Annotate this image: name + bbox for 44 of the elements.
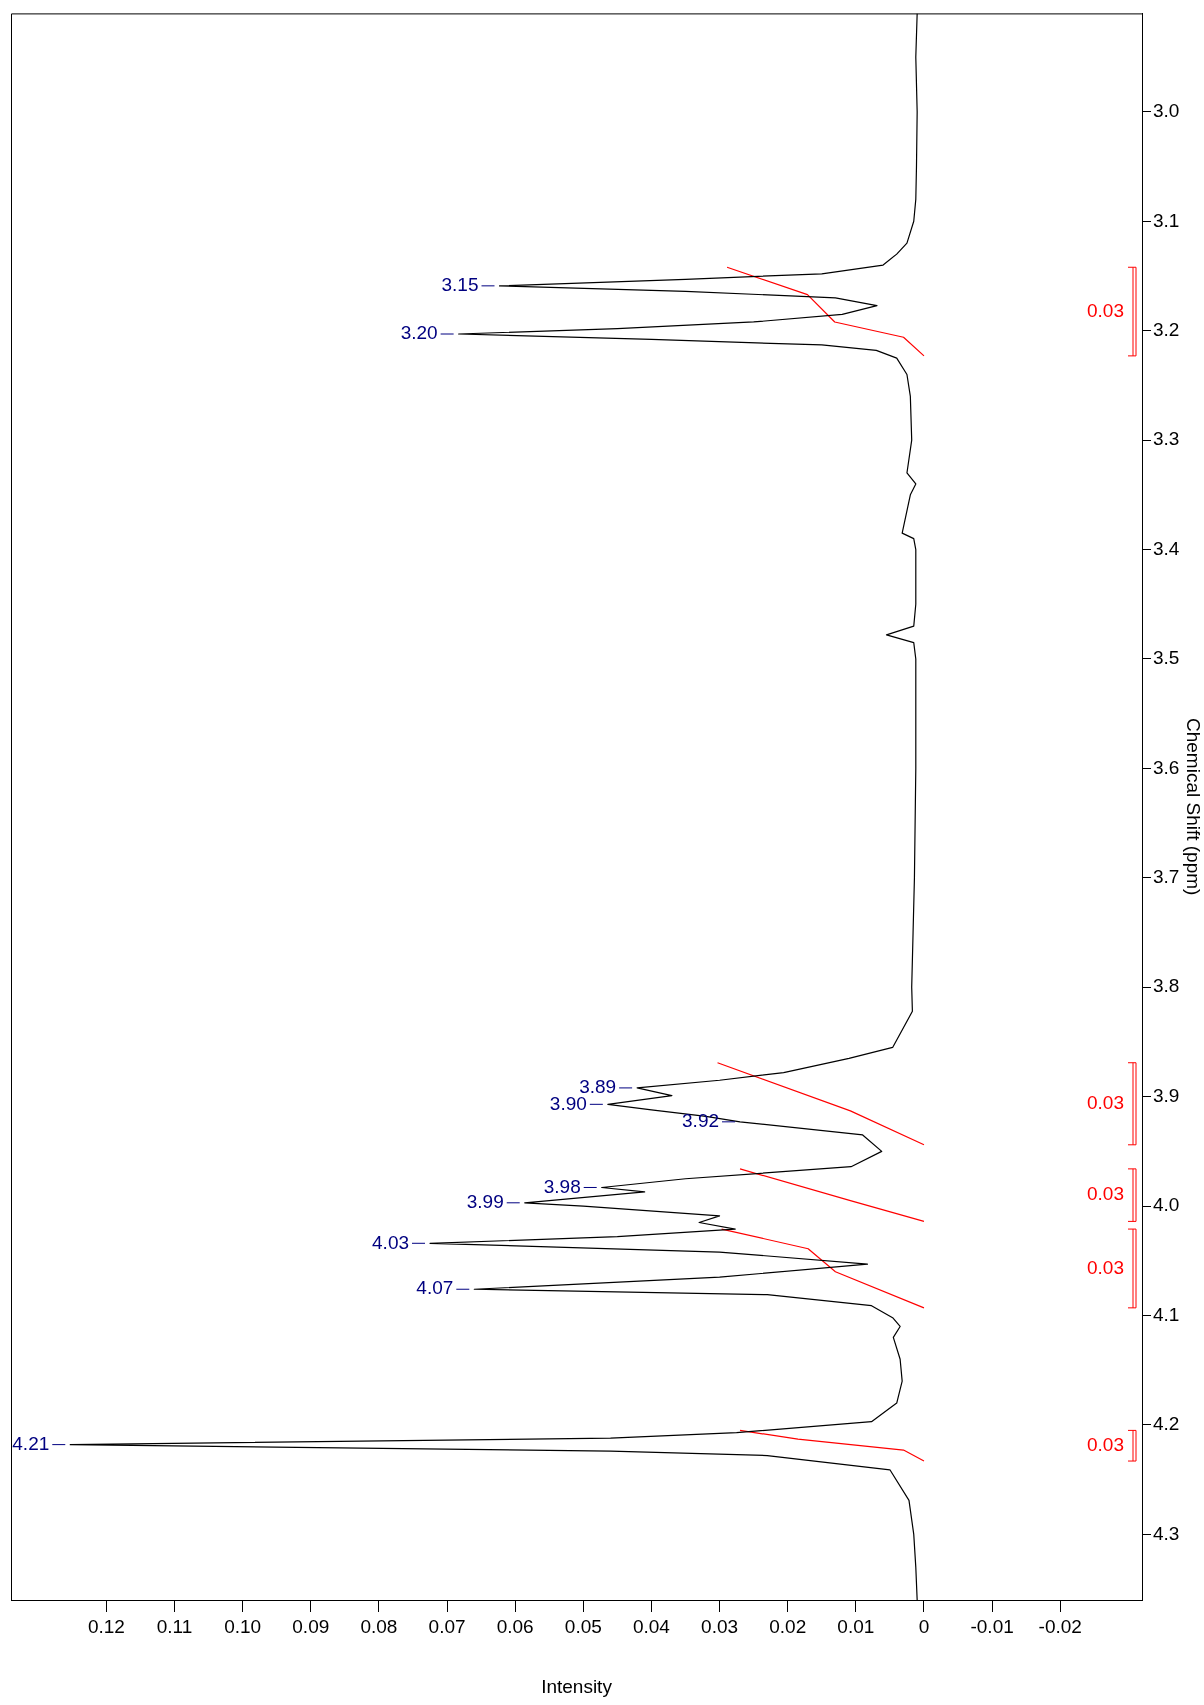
annotation: 4.03 xyxy=(372,1231,410,1253)
x-tick-label: 0.01 xyxy=(837,1615,875,1637)
annotation: 3.15 xyxy=(441,274,479,296)
x-tick-label: 0.05 xyxy=(564,1615,602,1637)
y-tick-label: 4.0 xyxy=(1153,1194,1180,1216)
x-tick-label: 0.07 xyxy=(428,1615,466,1637)
annotation: 0.03 xyxy=(1087,1092,1124,1114)
y-tick-label: 3.2 xyxy=(1153,318,1180,340)
annotation: 0.03 xyxy=(1087,299,1124,321)
annotation: 4.07 xyxy=(416,1277,454,1299)
y-tick-label: 3.7 xyxy=(1153,866,1180,888)
x-tick-label: 0.12 xyxy=(87,1615,125,1637)
y-tick-label: 3.4 xyxy=(1153,537,1180,559)
x-tick-label: 0.04 xyxy=(632,1615,671,1637)
x-axis-title: Intensity xyxy=(541,1675,613,1697)
x-tick-label: 0.10 xyxy=(224,1615,262,1637)
annotation: 3.92 xyxy=(682,1110,720,1132)
annotation: 0.03 xyxy=(1087,1256,1124,1278)
x-tick-label: 0.08 xyxy=(360,1615,398,1637)
annotation: 0.03 xyxy=(1087,1183,1124,1205)
y-axis-title: Chemical Shift (ppm) xyxy=(1183,718,1204,896)
y-tick-label: 3.5 xyxy=(1153,647,1180,669)
y-tick-label: 3.8 xyxy=(1153,975,1180,997)
y-tick-label: 3.6 xyxy=(1153,756,1180,778)
y-tick-label: 4.3 xyxy=(1153,1522,1180,1544)
x-tick-label: -0.01 xyxy=(970,1615,1014,1637)
x-tick-label: 0.03 xyxy=(701,1615,739,1637)
y-tick-label: 3.9 xyxy=(1153,1084,1180,1106)
y-tick-label: 3.3 xyxy=(1153,428,1180,450)
x-tick-label: 0 xyxy=(918,1615,930,1637)
x-tick-label: -0.02 xyxy=(1038,1615,1082,1637)
annotation: 0.03 xyxy=(1087,1433,1124,1455)
x-tick-label: 0.06 xyxy=(496,1615,534,1637)
y-tick-label: 3.1 xyxy=(1153,209,1180,231)
annotation: 3.20 xyxy=(400,322,438,344)
y-tick-label: 4.1 xyxy=(1153,1303,1180,1325)
annotation: 3.99 xyxy=(466,1191,504,1213)
x-tick-label: 0.09 xyxy=(292,1615,330,1637)
y-tick-label: 4.2 xyxy=(1153,1413,1180,1435)
annotation: 3.98 xyxy=(543,1175,581,1197)
y-tick-label: 3.0 xyxy=(1153,100,1180,122)
x-tick-label: 0.02 xyxy=(769,1615,807,1637)
annotation: 4.21 xyxy=(12,1432,50,1454)
x-tick-label: 0.11 xyxy=(156,1615,193,1637)
